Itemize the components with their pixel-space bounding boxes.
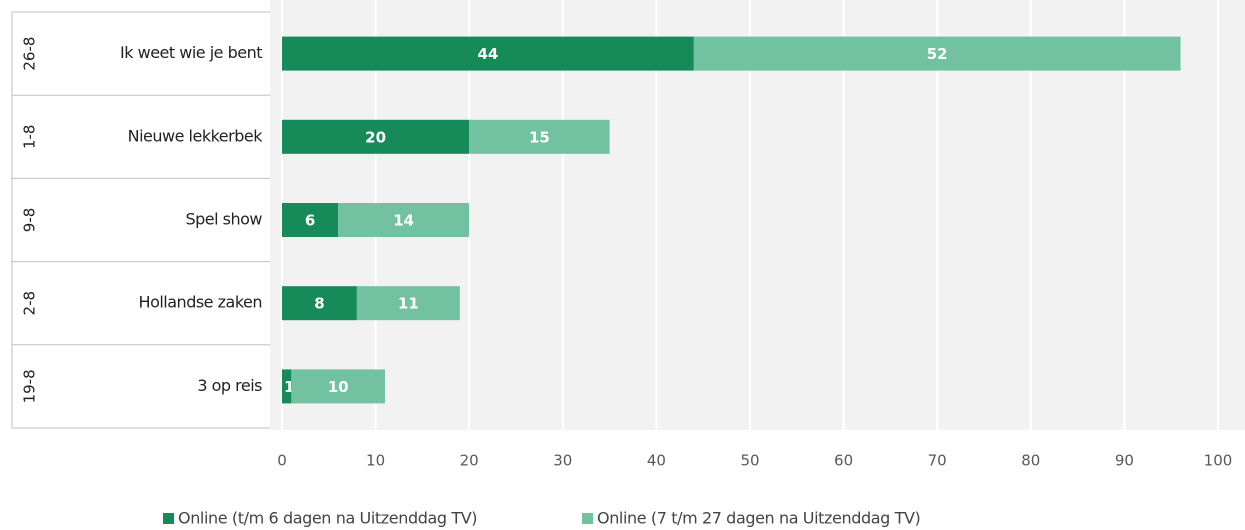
x-tick-label: 40 xyxy=(647,452,666,470)
x-tick-label: 30 xyxy=(553,452,572,470)
bar-segment xyxy=(693,36,1181,71)
category-label: 3 op reis xyxy=(197,376,262,395)
value-label: 14 xyxy=(393,212,414,230)
value-label: 10 xyxy=(328,378,349,396)
legend-swatch xyxy=(163,513,174,524)
x-tick-label: 80 xyxy=(1021,452,1040,470)
legend-label: Online (t/m 6 dagen na Uitzenddag TV) xyxy=(178,509,477,528)
bar-segment xyxy=(356,286,460,321)
x-tick-label: 100 xyxy=(1204,452,1233,470)
legend-swatch xyxy=(582,513,593,524)
bar-segment xyxy=(469,119,610,154)
value-label: 44 xyxy=(477,45,498,63)
category-label: Spel show xyxy=(185,210,262,229)
value-label: 15 xyxy=(529,128,550,146)
category-label: Hollandse zaken xyxy=(139,293,262,312)
legend-label: Online (7 t/m 27 dagen na Uitzenddag TV) xyxy=(597,509,920,528)
value-label: 52 xyxy=(927,45,948,63)
group-label: 19-8 xyxy=(21,369,39,403)
value-label: 1 xyxy=(284,378,294,396)
category-label: Ik weet wie je bent xyxy=(120,43,262,62)
bar-segment xyxy=(282,203,339,237)
group-label: 9-8 xyxy=(21,208,39,233)
bar-segment xyxy=(282,286,357,321)
x-tick-label: 50 xyxy=(740,452,759,470)
bar-segment xyxy=(338,203,470,237)
bar-segment xyxy=(282,119,470,154)
x-tick-label: 70 xyxy=(928,452,947,470)
value-label: 11 xyxy=(398,295,419,313)
bar-segment xyxy=(282,36,694,71)
group-label: 1-8 xyxy=(21,125,39,150)
x-tick-label: 20 xyxy=(460,452,479,470)
value-label: 8 xyxy=(314,295,324,313)
bar-segment xyxy=(282,369,292,404)
value-label: 6 xyxy=(305,212,315,230)
category-label: Nieuwe lekkerbek xyxy=(128,126,264,145)
bar-segment xyxy=(291,369,385,404)
group-label: 26-8 xyxy=(21,37,39,71)
x-tick-label: 90 xyxy=(1115,452,1134,470)
value-label: 20 xyxy=(365,128,386,146)
x-tick-label: 0 xyxy=(277,452,287,470)
x-tick-label: 60 xyxy=(834,452,853,470)
x-tick-label: 10 xyxy=(366,452,385,470)
group-label: 2-8 xyxy=(21,291,39,316)
